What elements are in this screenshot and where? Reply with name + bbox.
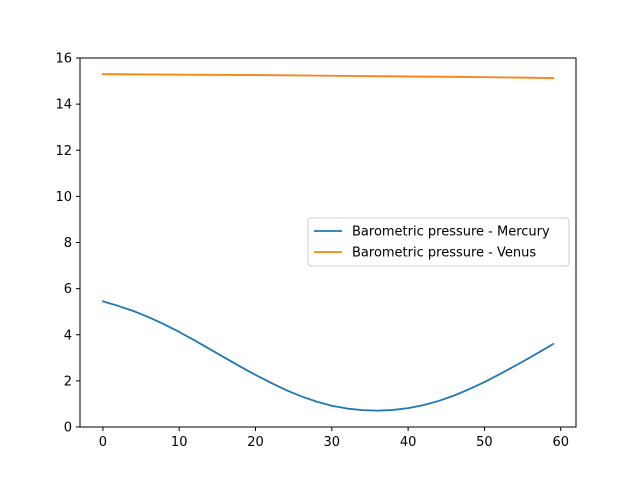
x-tick-label: 20	[247, 435, 264, 450]
y-tick-label: 2	[64, 374, 72, 389]
x-tick-label: 60	[552, 435, 569, 450]
y-tick-label: 8	[64, 236, 72, 251]
y-tick-label: 0	[64, 421, 72, 436]
legend-label-0: Barometric pressure - Mercury	[352, 225, 550, 240]
legend-label-1: Barometric pressure - Venus	[352, 246, 536, 261]
legend-box	[307, 217, 570, 267]
axes: 0 10 20 30 40 50 60 0 2 4 6 8 10 12 14 16	[55, 52, 577, 450]
x-tick-label: 10	[171, 435, 188, 450]
x-tick-label: 30	[324, 435, 341, 450]
y-tick-label: 14	[55, 98, 72, 113]
series-line-1	[101, 73, 555, 79]
y-tick-label: 16	[55, 52, 72, 67]
legend: Barometric pressure - Mercury Barometric …	[307, 217, 570, 267]
x-tick-label: 0	[99, 435, 107, 450]
plot-area	[101, 73, 555, 412]
y-tick-label: 10	[55, 190, 72, 205]
y-tick-label: 12	[55, 144, 72, 159]
x-tick-label: 40	[400, 435, 417, 450]
y-tick-label: 6	[64, 282, 72, 297]
series-line-0	[101, 300, 555, 412]
x-tick-label: 50	[476, 435, 493, 450]
y-tick-label: 4	[64, 328, 72, 343]
